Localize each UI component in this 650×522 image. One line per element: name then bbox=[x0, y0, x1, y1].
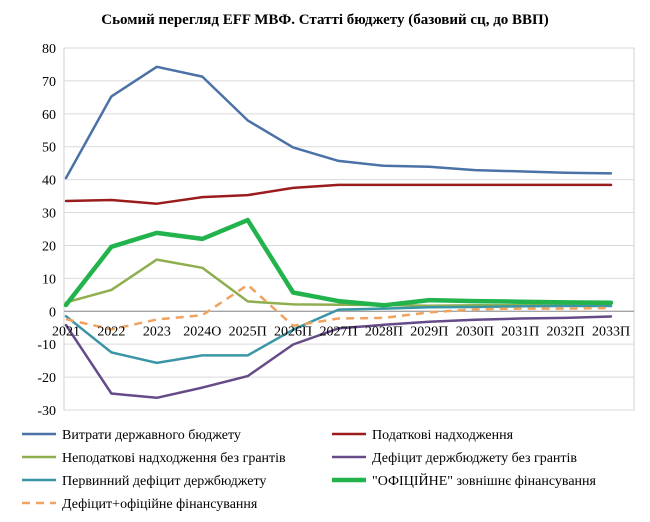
y-tick-label: 70 bbox=[42, 75, 56, 90]
y-tick-label: 10 bbox=[42, 272, 56, 287]
y-tick-label: -20 bbox=[37, 371, 56, 386]
legend-label: Податкові надходження bbox=[372, 428, 514, 443]
legend-item-4: Дефіцит держбюджету без грантів bbox=[332, 451, 577, 466]
y-tick-label: 20 bbox=[42, 239, 56, 254]
legend-item-5: Первинний дефіцит держбюджету bbox=[22, 474, 266, 489]
y-tick-label: 0 bbox=[49, 305, 56, 320]
y-tick-label: 50 bbox=[42, 141, 56, 156]
legend-label: "ОФІЦІЙНЕ" зовнішнє фінансування bbox=[372, 472, 597, 489]
x-tick-label: 2029П bbox=[410, 324, 448, 339]
y-tick-label: 30 bbox=[42, 207, 56, 222]
series-line-4 bbox=[64, 315, 613, 400]
y-tick-label: 60 bbox=[42, 108, 56, 123]
legend-item-7: Дефіцит+офіційне фінансування bbox=[22, 497, 258, 512]
x-tick-label: 2030П bbox=[456, 324, 494, 339]
x-tick-label: 2027П bbox=[319, 324, 357, 339]
x-tick-label: 2022 bbox=[97, 324, 125, 339]
x-tick-label: 2032П bbox=[547, 324, 585, 339]
series-line-2 bbox=[64, 183, 613, 205]
x-tick-label: 2031П bbox=[501, 324, 539, 339]
y-tick-label: -30 bbox=[37, 404, 56, 419]
legend-item-6: "ОФІЦІЙНЕ" зовнішнє фінансування bbox=[332, 472, 597, 489]
legend-item-3: Неподаткові надходження без грантів bbox=[22, 451, 286, 466]
x-tick-label: 2033П bbox=[592, 324, 630, 339]
y-tick-label: 40 bbox=[42, 174, 56, 189]
series-line-1 bbox=[64, 65, 613, 180]
chart-title: Сьомий перегляд EFF МВФ. Статті бюджету … bbox=[101, 12, 548, 28]
legend-label: Первинний дефіцит держбюджету bbox=[62, 474, 266, 489]
series-line-7 bbox=[65, 283, 612, 331]
legend-label: Дефіцит+офіційне фінансування bbox=[62, 497, 258, 512]
legend-item-2: Податкові надходження bbox=[332, 428, 514, 443]
legend-item-1: Витрати державного бюджету bbox=[22, 428, 241, 443]
x-tick-label: 2021 bbox=[52, 324, 80, 339]
y-tick-label: 80 bbox=[42, 42, 56, 57]
legend-label: Витрати державного бюджету bbox=[62, 428, 241, 443]
x-tick-label: 2028П bbox=[365, 324, 403, 339]
y-tick-label: -10 bbox=[37, 338, 56, 353]
x-tick-label: 2024О bbox=[183, 324, 221, 339]
plot-area bbox=[63, 47, 635, 411]
x-tick-label: 2025П bbox=[229, 324, 267, 339]
series-line-6 bbox=[63, 217, 614, 308]
legend-label: Дефіцит держбюджету без грантів bbox=[372, 451, 577, 466]
x-tick-label: 2023 bbox=[143, 324, 171, 339]
x-tick-label: 2026П bbox=[274, 324, 312, 339]
series-line-3 bbox=[64, 258, 613, 307]
legend-label: Неподаткові надходження без грантів bbox=[62, 451, 286, 466]
series-line-5 bbox=[64, 304, 613, 365]
